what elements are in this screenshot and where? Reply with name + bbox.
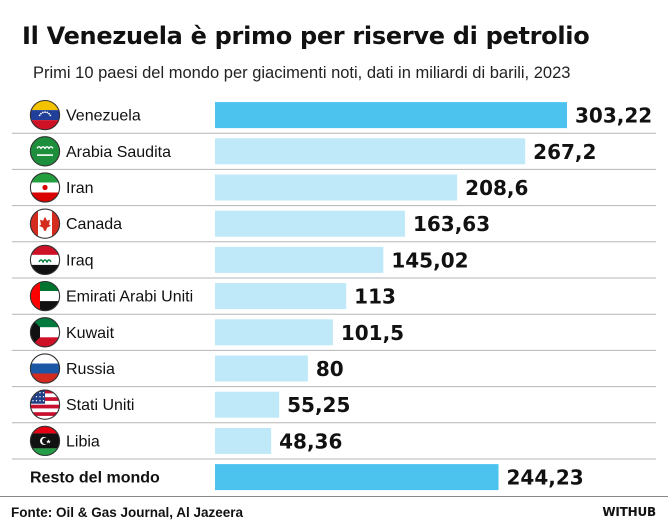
uae-flag-icon [29, 280, 61, 312]
canada-flag-icon [29, 208, 61, 239]
bar-libia [215, 427, 272, 454]
value-label-stati-uniti: 55,25 [287, 393, 350, 417]
category-label-iraq: Iraq [66, 252, 94, 269]
usa-flag-icon [29, 389, 61, 420]
value-label-kuwait: 101,5 [341, 321, 404, 345]
venezuela-flag-icon [29, 99, 61, 131]
value-label-resto-del-mondo: 244,23 [507, 466, 584, 490]
category-label-arabia-saudita: Arabia Saudita [66, 144, 171, 161]
value-label-iran: 208,6 [465, 176, 528, 200]
value-label-canada: 163,63 [413, 212, 490, 236]
bar-arabia-saudita [215, 138, 526, 165]
category-label-iran: Iran [66, 180, 94, 197]
category-label-venezuela: Venezuela [66, 108, 141, 125]
category-label-stati-uniti: Stati Uniti [66, 397, 134, 414]
russia-flag-icon [29, 353, 61, 384]
chart-title: Il Venezuela è primo per riserve di petr… [22, 22, 590, 50]
category-label-emirati-arabi-uniti: Emirati Arabi Uniti [66, 289, 193, 306]
value-label-venezuela: 303,22 [575, 104, 652, 128]
bar-russia [215, 355, 308, 382]
value-label-arabia-saudita: 267,2 [533, 140, 596, 164]
saudi-arabia-flag-icon [29, 136, 61, 167]
bar-canada [215, 210, 405, 237]
category-label-resto-del-mondo: Resto del mondo [30, 470, 160, 487]
value-label-libia: 48,36 [279, 429, 342, 453]
bar-chart: Venezuela 303,22 Arabia Saudita 267,2 Iran 20… [12, 99, 656, 491]
bar-emirati-arabi-uniti [215, 283, 347, 310]
category-label-russia: Russia [66, 361, 115, 378]
source-note: Fonte: Oil & Gas Journal, Al Jazeera [11, 505, 244, 520]
brand-logo: WITHUB [602, 505, 656, 519]
bar-iran [215, 174, 458, 201]
category-label-libia: Libia [66, 433, 100, 450]
category-label-canada: Canada [66, 216, 122, 233]
bar-stati-uniti [215, 391, 280, 418]
bar-resto-del-mondo [215, 464, 499, 491]
iran-flag-icon [29, 172, 61, 203]
iraq-flag-icon [29, 244, 61, 276]
libya-flag-icon [29, 425, 61, 457]
category-label-kuwait: Kuwait [66, 325, 115, 342]
kuwait-flag-icon [29, 317, 61, 348]
value-label-iraq: 145,02 [391, 248, 468, 272]
chart-subtitle: Primi 10 paesi del mondo per giacimenti … [33, 64, 571, 82]
footer-divider [0, 496, 668, 497]
bar-kuwait [215, 319, 333, 346]
bar-iraq [215, 246, 384, 273]
value-label-emirati-arabi-uniti: 113 [354, 285, 396, 309]
value-label-russia: 80 [316, 357, 344, 381]
bar-venezuela [215, 102, 567, 129]
